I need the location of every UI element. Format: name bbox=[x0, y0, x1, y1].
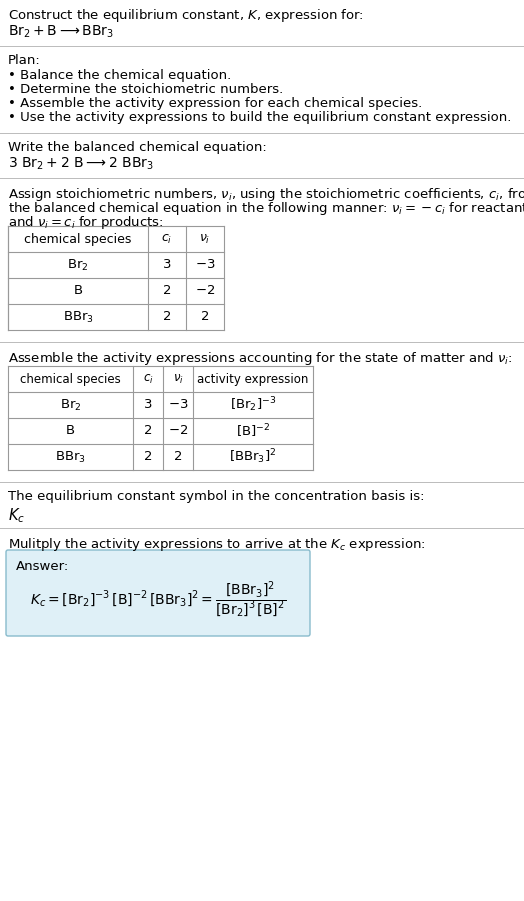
Text: Mulitply the activity expressions to arrive at the $K_c$ expression:: Mulitply the activity expressions to arr… bbox=[8, 536, 426, 553]
Text: • Use the activity expressions to build the equilibrium constant expression.: • Use the activity expressions to build … bbox=[8, 111, 511, 124]
Text: $\nu_i$: $\nu_i$ bbox=[199, 232, 211, 246]
Text: Write the balanced chemical equation:: Write the balanced chemical equation: bbox=[8, 141, 267, 154]
Text: 3: 3 bbox=[144, 398, 152, 412]
FancyBboxPatch shape bbox=[6, 550, 310, 636]
Text: chemical species: chemical species bbox=[20, 372, 121, 386]
Text: $\mathrm{B}$: $\mathrm{B}$ bbox=[66, 424, 75, 438]
Text: 3: 3 bbox=[163, 259, 171, 271]
Text: Assign stoichiometric numbers, $\nu_i$, using the stoichiometric coefficients, $: Assign stoichiometric numbers, $\nu_i$, … bbox=[8, 186, 524, 203]
Text: $\mathrm{BBr_3}$: $\mathrm{BBr_3}$ bbox=[55, 450, 86, 465]
Text: $[\mathrm{BBr_3}]^{2}$: $[\mathrm{BBr_3}]^{2}$ bbox=[230, 448, 277, 467]
Text: Answer:: Answer: bbox=[16, 560, 69, 573]
Text: $-2$: $-2$ bbox=[168, 424, 188, 438]
Text: Plan:: Plan: bbox=[8, 54, 41, 67]
Text: $\mathrm{B}$: $\mathrm{B}$ bbox=[73, 285, 83, 297]
Text: • Balance the chemical equation.: • Balance the chemical equation. bbox=[8, 69, 231, 82]
Text: • Determine the stoichiometric numbers.: • Determine the stoichiometric numbers. bbox=[8, 83, 283, 96]
Text: $K_c$: $K_c$ bbox=[8, 506, 25, 524]
Text: $[\mathrm{B}]^{-2}$: $[\mathrm{B}]^{-2}$ bbox=[236, 423, 270, 440]
Text: $[\mathrm{Br_2}]^{-3}$: $[\mathrm{Br_2}]^{-3}$ bbox=[230, 396, 276, 414]
Text: $\mathrm{Br_2 + B \longrightarrow BBr_3}$: $\mathrm{Br_2 + B \longrightarrow BBr_3}… bbox=[8, 24, 114, 41]
Text: and $\nu_i = c_i$ for products:: and $\nu_i = c_i$ for products: bbox=[8, 214, 163, 231]
Text: 2: 2 bbox=[144, 424, 152, 438]
Text: $\nu_i$: $\nu_i$ bbox=[172, 372, 183, 386]
Text: $\mathrm{3\ Br_2 + 2\ B \longrightarrow 2\ BBr_3}$: $\mathrm{3\ Br_2 + 2\ B \longrightarrow … bbox=[8, 156, 154, 172]
Text: activity expression: activity expression bbox=[198, 372, 309, 386]
Text: $K_c = [\mathrm{Br_2}]^{-3}\,[\mathrm{B}]^{-2}\,[\mathrm{BBr_3}]^{2} = \dfrac{[\: $K_c = [\mathrm{Br_2}]^{-3}\,[\mathrm{B}… bbox=[30, 580, 286, 620]
Text: $\mathrm{Br_2}$: $\mathrm{Br_2}$ bbox=[67, 258, 89, 272]
Text: 2: 2 bbox=[163, 285, 171, 297]
Text: 2: 2 bbox=[163, 311, 171, 323]
Text: $\mathrm{Br_2}$: $\mathrm{Br_2}$ bbox=[60, 397, 81, 413]
Text: $-3$: $-3$ bbox=[195, 259, 215, 271]
Text: $c_i$: $c_i$ bbox=[143, 372, 154, 386]
Text: Construct the equilibrium constant, $K$, expression for:: Construct the equilibrium constant, $K$,… bbox=[8, 7, 364, 24]
Text: the balanced chemical equation in the following manner: $\nu_i = -c_i$ for react: the balanced chemical equation in the fo… bbox=[8, 200, 524, 217]
Text: Assemble the activity expressions accounting for the state of matter and $\nu_i$: Assemble the activity expressions accoun… bbox=[8, 350, 512, 367]
Text: The equilibrium constant symbol in the concentration basis is:: The equilibrium constant symbol in the c… bbox=[8, 490, 424, 503]
Text: • Assemble the activity expression for each chemical species.: • Assemble the activity expression for e… bbox=[8, 97, 422, 110]
Text: chemical species: chemical species bbox=[24, 232, 132, 245]
Text: 2: 2 bbox=[201, 311, 209, 323]
Text: 2: 2 bbox=[174, 450, 182, 463]
Text: $-3$: $-3$ bbox=[168, 398, 188, 412]
Text: 2: 2 bbox=[144, 450, 152, 463]
Text: $c_i$: $c_i$ bbox=[161, 232, 172, 246]
Text: $-2$: $-2$ bbox=[195, 285, 215, 297]
Text: $\mathrm{BBr_3}$: $\mathrm{BBr_3}$ bbox=[62, 309, 93, 324]
